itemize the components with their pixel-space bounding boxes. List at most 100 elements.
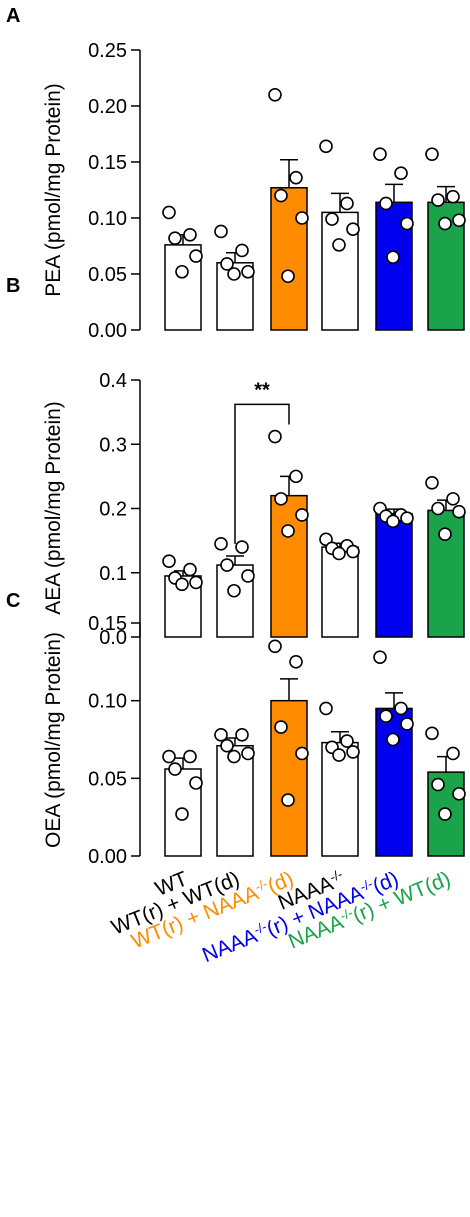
x-label-superscript: -/-: [338, 905, 355, 924]
data-point: [189, 776, 203, 790]
data-point: [373, 650, 387, 664]
panel-letter: C: [6, 590, 20, 612]
data-point: [241, 746, 255, 761]
x-label-text: NAAA: [199, 924, 261, 967]
y-tick-label: 0.05: [88, 264, 127, 286]
data-point: [281, 524, 295, 538]
data-point: [214, 728, 228, 742]
data-point: [400, 216, 414, 231]
data-point: [289, 170, 303, 185]
data-point: [235, 728, 249, 742]
x-label-superscript: -/-: [358, 876, 375, 895]
data-point: [274, 492, 288, 506]
data-point: [214, 224, 228, 239]
bar: [321, 546, 359, 638]
bar: [321, 741, 359, 857]
data-point: [227, 583, 241, 598]
data-point: [332, 546, 346, 561]
data-point: [220, 257, 234, 271]
data-point: [189, 575, 203, 590]
panel-b: B AEA (pmol/mg Protein) 0.0 0.1 0.2 0.3 0.4 **: [6, 275, 466, 649]
y-axis-label: AEA (pmol/mg Protein): [42, 401, 65, 615]
y-tick-label: 0.3: [99, 434, 127, 456]
data-point: [235, 540, 249, 554]
data-point: [446, 189, 460, 204]
data-point: [332, 748, 346, 762]
data-point: [379, 196, 393, 211]
y-tick-label: 0.4: [99, 370, 127, 392]
data-point: [431, 193, 445, 207]
y-axis-label: OEA (pmol/mg Protein): [42, 632, 65, 848]
data-point: [452, 213, 466, 228]
data-point: [400, 511, 414, 525]
data-point: [295, 211, 309, 225]
panel-c: C OEA (pmol/mg Protein) 0.00 0.05 0.10 0.15: [6, 590, 466, 868]
data-point: [268, 429, 282, 444]
significance-bracket: [234, 403, 290, 545]
y-tick-label: 0.10: [88, 691, 127, 713]
data-point: [183, 228, 197, 242]
data-point: [394, 166, 408, 180]
data-point: [281, 793, 295, 807]
y-tick-label: 0.25: [88, 40, 127, 62]
data-point: [386, 732, 400, 747]
data-point: [220, 738, 234, 753]
data-point: [227, 267, 241, 281]
data-point: [325, 212, 339, 226]
data-point: [235, 243, 249, 258]
data-point: [220, 558, 234, 572]
y-tick-label: 0.00: [88, 846, 127, 868]
data-point: [168, 762, 182, 776]
y-tick-label: 0.10: [88, 208, 127, 230]
data-point: [386, 250, 400, 265]
data-point: [425, 147, 439, 161]
x-label-superscript: -/-: [251, 918, 268, 937]
data-point: [446, 492, 460, 506]
data-point: [438, 807, 452, 821]
data-point: [183, 749, 197, 764]
data-point: [431, 777, 445, 792]
data-point: [214, 537, 228, 551]
data-point: [268, 88, 282, 102]
data-point: [162, 205, 176, 220]
x-label-superscript: -/-: [327, 866, 344, 885]
data-point: [438, 216, 452, 231]
data-point: [274, 188, 288, 203]
data-point: [289, 655, 303, 669]
y-tick-label: 0.00: [88, 320, 127, 342]
panel-a: A PEA (pmol/mg Protein) 0.00 0.05 0.10 0.15 0.…: [6, 5, 466, 342]
data-point: [386, 514, 400, 529]
data-point: [183, 562, 197, 577]
data-point: [319, 139, 333, 154]
data-point: [274, 720, 288, 734]
data-point: [189, 249, 203, 263]
y-tick-label: 0.15: [88, 613, 127, 635]
data-point: [175, 577, 189, 592]
data-point: [268, 639, 282, 654]
significance-label: **: [254, 379, 270, 401]
data-point: [446, 746, 460, 761]
data-point: [319, 701, 333, 716]
data-point: [379, 709, 393, 724]
data-point: [400, 717, 414, 731]
y-axis-label: PEA (pmol/mg Protein): [42, 83, 65, 297]
data-point: [332, 238, 346, 252]
data-point: [295, 508, 309, 522]
panel-letter: A: [6, 5, 20, 27]
data-point: [438, 527, 452, 542]
bar: [270, 187, 308, 331]
data-point: [295, 746, 309, 761]
y-tick-label: 0.15: [88, 152, 127, 174]
data-point: [241, 264, 255, 279]
bar: [375, 512, 413, 638]
data-point: [241, 569, 255, 583]
data-point: [162, 554, 176, 568]
data-point: [175, 264, 189, 279]
data-point: [373, 147, 387, 161]
y-tick-label: 0.1: [99, 563, 127, 585]
data-point: [346, 745, 360, 759]
x-label-superscript: -/-: [253, 876, 270, 895]
data-point: [431, 501, 445, 516]
